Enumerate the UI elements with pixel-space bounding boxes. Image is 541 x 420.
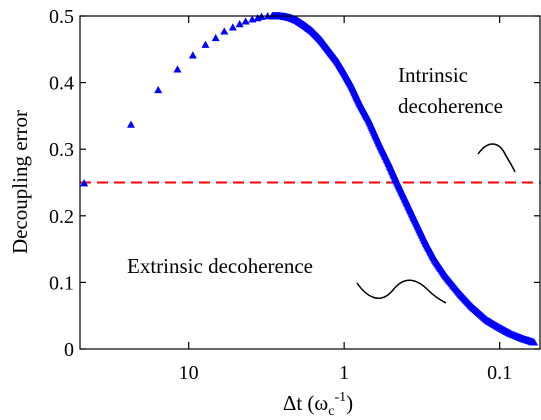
x-tick-label: 0.1 (487, 362, 512, 384)
x-axis-title-main: Δt (ω (283, 391, 328, 415)
data-point (154, 85, 163, 94)
frame-layer (79, 15, 541, 350)
x-axis-title-sup: -1 (334, 390, 346, 405)
data-point (201, 40, 210, 48)
data-point (241, 17, 250, 25)
annotation-intrinsic-line1: Intrinsic (398, 63, 468, 87)
data-point (529, 338, 538, 346)
data-point (228, 23, 237, 31)
data-point (80, 179, 89, 187)
data-point (211, 33, 220, 42)
annotation-extrinsic-squiggle (356, 279, 447, 304)
annotation-intrinsic-line2: decoherence (398, 94, 503, 118)
x-tick-label: 10 (179, 362, 199, 384)
data-point (188, 51, 197, 59)
y-axis-title: Decoupling error (8, 110, 32, 254)
data-point (173, 65, 182, 73)
data-point (220, 27, 229, 35)
y-tick-label: 0.3 (49, 139, 74, 161)
y-tick-label: 0 (64, 339, 74, 361)
annotation-intrinsic-squiggle (477, 143, 516, 173)
data-points-layer (80, 12, 539, 346)
data-point (235, 19, 244, 28)
x-axis-title: Δt (ωc-1) (283, 390, 353, 419)
x-axis-title-close: ) (346, 391, 353, 415)
y-tick-label: 0.5 (49, 6, 74, 28)
y-tick-label: 0.2 (49, 206, 74, 228)
y-tick-label: 0.4 (49, 73, 74, 95)
y-tick-label: 0.1 (49, 272, 74, 294)
plot-frame (79, 15, 541, 350)
annotations-layer: Intrinsic decoherence Extrinsic decohere… (127, 63, 516, 304)
annotation-extrinsic: Extrinsic decoherence (127, 254, 313, 278)
x-axis-title-sub: c (328, 404, 334, 419)
x-tick-label: 1 (339, 362, 349, 384)
tick-layer: 0 0.1 0.2 0.3 0.4 0.5 10 1 0.1 (49, 6, 540, 384)
data-point (126, 120, 135, 128)
